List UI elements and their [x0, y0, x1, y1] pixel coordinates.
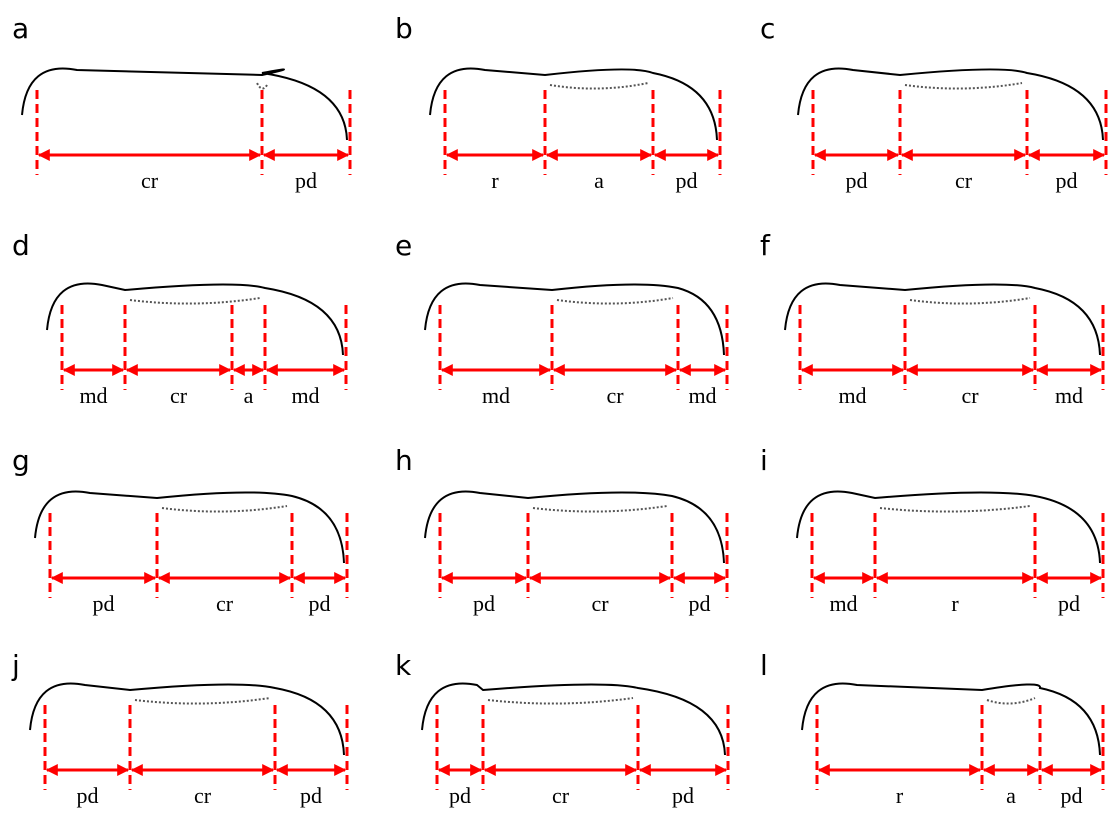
panel-letter: h: [395, 444, 413, 477]
outline-inner: [256, 82, 268, 90]
outline-inner: [134, 697, 271, 705]
outline: [796, 490, 1101, 564]
segment-label: pd: [93, 591, 115, 616]
outline: [424, 282, 725, 356]
panel-letter: j: [11, 649, 20, 682]
panel-letter: l: [760, 649, 768, 682]
outline-inner: [487, 697, 634, 705]
segment-label: pd: [300, 783, 322, 808]
segment-label: cr: [591, 591, 609, 616]
segment-label: a: [244, 383, 254, 408]
segment-label: a: [1006, 783, 1016, 808]
segment-label: md: [482, 383, 510, 408]
segment-label: cr: [606, 383, 624, 408]
segment-label: pd: [1061, 783, 1083, 808]
segment-label: cr: [216, 591, 234, 616]
panel-letter: a: [12, 12, 29, 45]
segment-label: md: [1055, 383, 1083, 408]
outline: [801, 682, 1101, 756]
panel-letter: k: [395, 649, 412, 682]
panel-letter: i: [760, 444, 768, 477]
segment-label: pd: [473, 591, 495, 616]
outline-inner: [909, 297, 1031, 305]
outline: [424, 490, 725, 564]
outline-inner: [161, 505, 288, 513]
outline-inner: [556, 297, 674, 305]
segment-label: md: [291, 383, 319, 408]
panel-letter: f: [760, 229, 771, 262]
segment-label: pd: [672, 783, 694, 808]
segment-label: pd: [676, 168, 698, 193]
segment-label: pd: [1056, 168, 1078, 193]
panel-letter: d: [12, 229, 30, 262]
outline-inner: [129, 297, 261, 305]
segment-label: pd: [689, 591, 711, 616]
outline: [797, 67, 1104, 141]
segment-label: pd: [1058, 591, 1080, 616]
segment-label: cr: [552, 783, 570, 808]
segment-label: pd: [295, 168, 317, 193]
outline: [429, 67, 718, 141]
outline: [29, 682, 345, 756]
segment-label: r: [896, 783, 904, 808]
panel-letter: g: [12, 444, 30, 477]
outline: [21, 67, 348, 141]
outline: [46, 282, 344, 356]
segment-label: md: [79, 383, 107, 408]
segment-label: cr: [141, 168, 159, 193]
segment-label: cr: [955, 168, 973, 193]
outline-inner: [879, 505, 1031, 513]
segment-label: pd: [309, 591, 331, 616]
segment-label: pd: [77, 783, 99, 808]
segment-label: cr: [961, 383, 979, 408]
segment-label: a: [594, 168, 604, 193]
panel-letter: c: [760, 12, 775, 45]
segment-label: cr: [170, 383, 188, 408]
outline-inner: [532, 505, 668, 513]
segment-label: md: [838, 383, 866, 408]
segment-label: r: [491, 168, 499, 193]
segment-label: r: [951, 591, 959, 616]
outline-inner: [549, 82, 649, 90]
segment-label: md: [829, 591, 857, 616]
segment-label: md: [688, 383, 716, 408]
outline: [34, 490, 345, 564]
outline-inner: [904, 82, 1023, 90]
panel-letter: b: [395, 12, 413, 45]
segment-label: pd: [846, 168, 868, 193]
segment-label: pd: [449, 783, 471, 808]
panel-letter: e: [395, 229, 412, 262]
outline-inner: [986, 697, 1036, 705]
segment-label: cr: [194, 783, 212, 808]
outline: [784, 282, 1101, 356]
outline: [421, 682, 726, 756]
